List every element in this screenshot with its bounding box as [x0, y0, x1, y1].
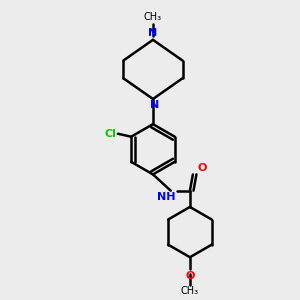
Text: N: N	[148, 28, 158, 38]
Text: CH₃: CH₃	[144, 12, 162, 22]
Text: Cl: Cl	[104, 129, 116, 139]
Text: O: O	[197, 163, 207, 173]
Text: NH: NH	[157, 192, 176, 202]
Text: N: N	[150, 100, 159, 110]
Text: CH₃: CH₃	[181, 286, 199, 296]
Text: O: O	[185, 271, 195, 281]
